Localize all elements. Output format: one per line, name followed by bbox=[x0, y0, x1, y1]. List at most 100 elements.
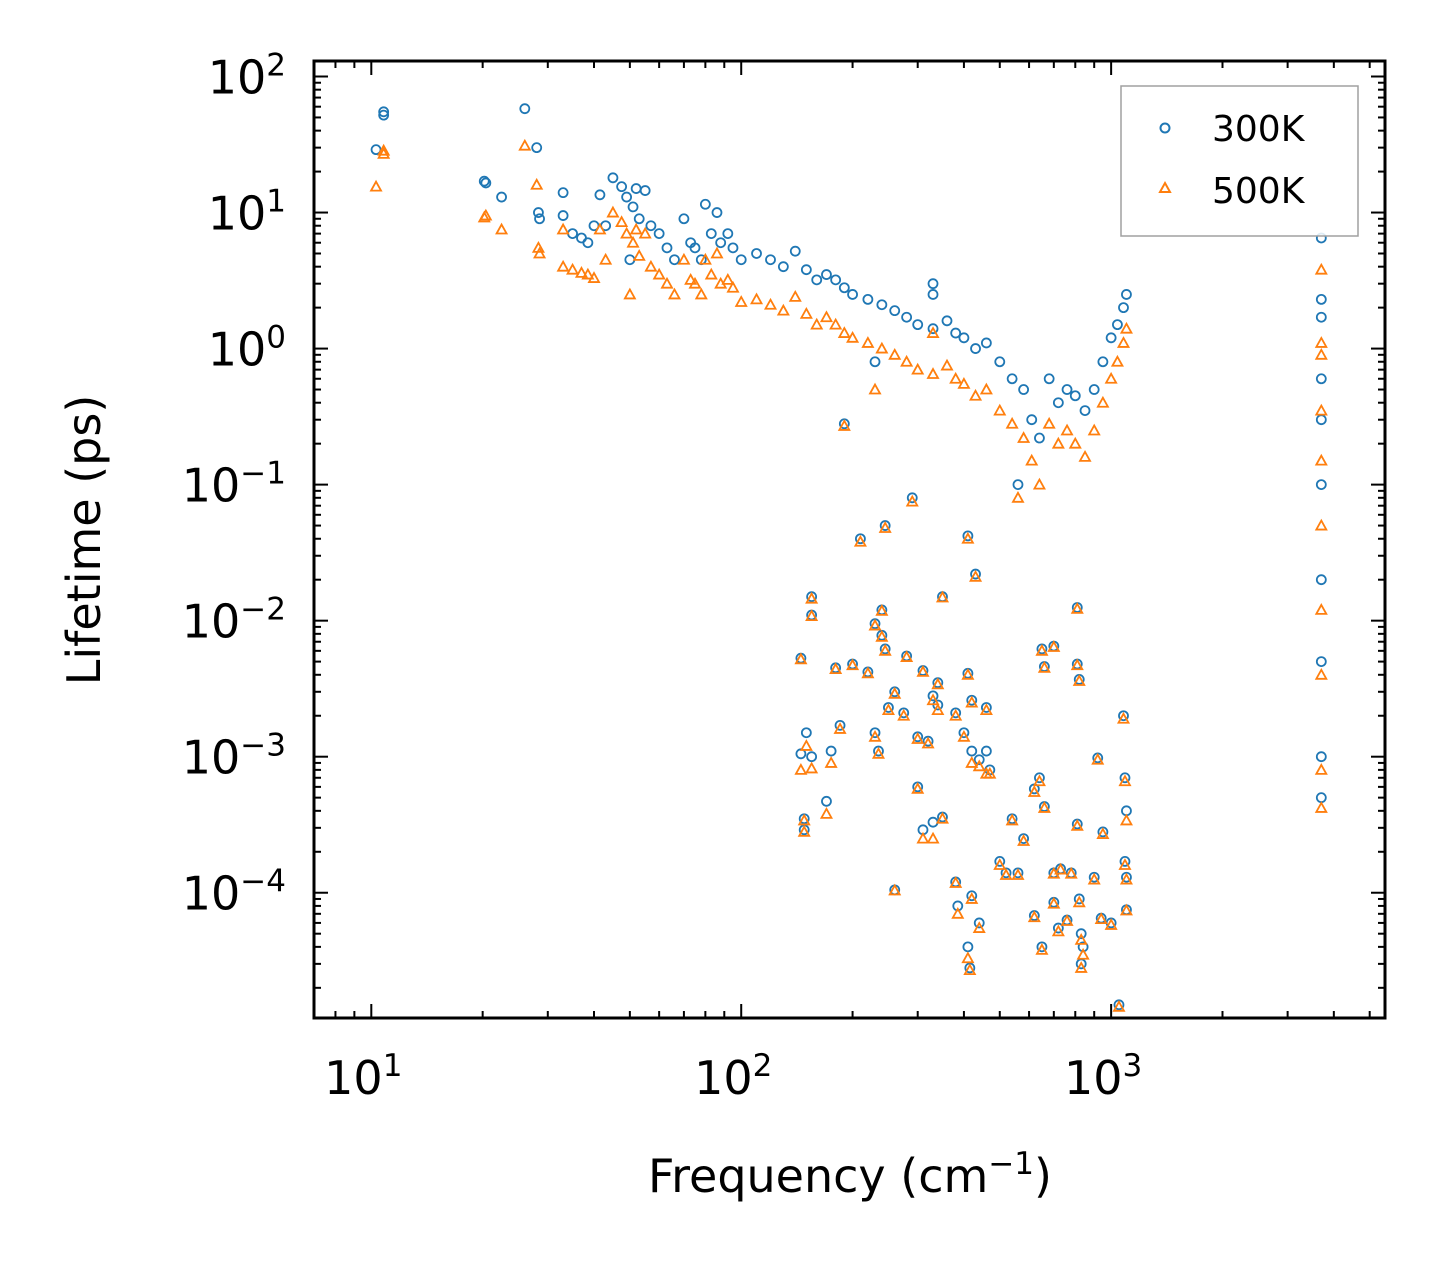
data-point-300k bbox=[777, 261, 789, 273]
legend-label-500k: 500K bbox=[1212, 171, 1306, 212]
data-point-500k bbox=[1060, 423, 1074, 436]
data-point-500k bbox=[861, 336, 875, 348]
data-point-300k bbox=[811, 274, 823, 286]
data-point-500k bbox=[1118, 858, 1132, 870]
data-point-500k bbox=[965, 892, 979, 904]
data-point-300k bbox=[1026, 414, 1038, 426]
data-point-300k bbox=[962, 941, 974, 953]
x-axis-title: Frequency (cm−1) bbox=[648, 1146, 1052, 1203]
data-point-500k bbox=[581, 267, 595, 280]
data-point-500k bbox=[1064, 866, 1078, 879]
data-point-300k bbox=[480, 177, 492, 189]
data-point-500k bbox=[1068, 436, 1082, 449]
legend-box bbox=[1120, 85, 1359, 237]
series-500k bbox=[369, 138, 1328, 1012]
data-point-500k bbox=[837, 326, 851, 338]
data-point-500k bbox=[623, 287, 637, 300]
data-point-300k bbox=[1043, 373, 1055, 385]
data-point-300k bbox=[727, 242, 739, 254]
data-point-500k bbox=[875, 604, 889, 616]
data-point-500k bbox=[652, 267, 666, 280]
data-point-500k bbox=[1314, 763, 1328, 775]
data-point-500k bbox=[721, 273, 735, 285]
data-point-500k bbox=[951, 906, 965, 919]
data-point-500k bbox=[574, 266, 589, 278]
data-point-300k bbox=[1121, 289, 1132, 300]
data-point-300k bbox=[1315, 574, 1327, 586]
data-point-300k bbox=[1034, 772, 1045, 784]
data-point-500k bbox=[1047, 640, 1061, 652]
data-point-500k bbox=[1017, 834, 1031, 846]
data-point-500k bbox=[1314, 453, 1328, 466]
data-point-500k bbox=[1051, 436, 1065, 449]
data-point-300k bbox=[806, 751, 818, 763]
plot-area bbox=[369, 103, 1328, 1012]
data-point-500k bbox=[710, 246, 724, 259]
data-point-300k bbox=[1315, 373, 1327, 385]
data-point-500k bbox=[833, 722, 847, 734]
data-point-500k bbox=[805, 761, 819, 774]
data-point-500k bbox=[961, 667, 975, 680]
data-point-500k bbox=[1035, 943, 1049, 955]
data-point-500k bbox=[875, 630, 889, 642]
data-point-500k bbox=[965, 756, 979, 768]
data-point-300k bbox=[800, 727, 812, 739]
data-point-500k bbox=[1087, 872, 1101, 885]
data-point-500k bbox=[1096, 395, 1110, 408]
data-point-500k bbox=[979, 382, 993, 395]
data-point-500k bbox=[644, 259, 658, 272]
data-point-500k bbox=[999, 868, 1013, 880]
data-point-300k bbox=[927, 690, 939, 702]
data-point-500k bbox=[972, 759, 986, 772]
data-point-300k bbox=[735, 254, 747, 266]
series-300k bbox=[370, 103, 1327, 1011]
data-point-300k bbox=[1012, 479, 1024, 491]
data-point-300k bbox=[1315, 656, 1327, 668]
data-point-500k bbox=[1027, 910, 1041, 923]
data-point-500k bbox=[606, 205, 620, 218]
data-point-300k bbox=[869, 356, 881, 368]
data-point-300k bbox=[715, 237, 727, 249]
data-point-500k bbox=[1119, 321, 1133, 334]
data-point-500k bbox=[799, 306, 813, 319]
data-point-300k bbox=[927, 323, 939, 335]
data-point-500k bbox=[1116, 336, 1131, 348]
data-point-300k bbox=[621, 191, 633, 203]
data-point-300k bbox=[825, 745, 837, 757]
data-point-300k bbox=[534, 213, 545, 225]
data-points bbox=[369, 103, 1328, 1012]
data-point-500k bbox=[734, 295, 748, 307]
data-point-300k bbox=[678, 213, 690, 225]
data-point-300k bbox=[1097, 356, 1109, 368]
data-point-300k bbox=[927, 816, 939, 828]
data-point-500k bbox=[587, 271, 601, 283]
data-point-500k bbox=[871, 746, 886, 759]
data-point-300k bbox=[1061, 384, 1073, 395]
data-point-500k bbox=[1116, 711, 1131, 724]
data-point-500k bbox=[1314, 518, 1328, 531]
data-point-500k bbox=[926, 326, 940, 338]
data-point-500k bbox=[911, 782, 925, 794]
data-point-500k bbox=[694, 287, 708, 300]
data-point-500k bbox=[794, 763, 808, 775]
data-point-300k bbox=[958, 332, 970, 344]
data-point-500k bbox=[931, 677, 945, 690]
data-point-500k bbox=[961, 951, 975, 964]
data-point-500k bbox=[881, 703, 895, 716]
data-point-500k bbox=[799, 739, 813, 751]
data-point-300k bbox=[557, 210, 569, 221]
data-point-300k bbox=[1112, 319, 1123, 331]
data-point-500k bbox=[935, 590, 950, 603]
data-point-300k bbox=[1075, 928, 1087, 940]
data-point-500k bbox=[837, 419, 851, 431]
tick-labels: 101 102 103 102 101 100 10−1 10−2 10−3 10−4 bbox=[182, 48, 1143, 1105]
data-point-300k bbox=[1052, 397, 1064, 409]
data-point-500k bbox=[921, 736, 935, 749]
data-point-500k bbox=[1091, 752, 1105, 765]
data-point-500k bbox=[1047, 896, 1061, 909]
data-point-500k bbox=[926, 831, 940, 844]
data-point-500k bbox=[556, 259, 570, 272]
data-point-500k bbox=[926, 693, 940, 706]
data-point-500k bbox=[1119, 903, 1133, 916]
